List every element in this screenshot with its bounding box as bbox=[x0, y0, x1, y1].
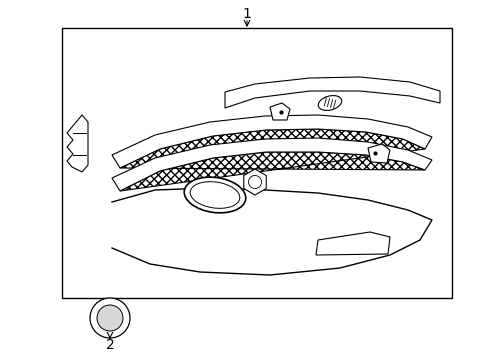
Text: 2: 2 bbox=[105, 338, 114, 352]
Circle shape bbox=[97, 305, 123, 331]
Ellipse shape bbox=[184, 177, 245, 213]
Circle shape bbox=[90, 298, 130, 338]
Bar bbox=[62, 28, 451, 298]
Polygon shape bbox=[224, 77, 439, 108]
Text: 1: 1 bbox=[242, 7, 251, 21]
Polygon shape bbox=[112, 115, 431, 168]
Polygon shape bbox=[67, 115, 88, 172]
Polygon shape bbox=[120, 129, 424, 191]
Circle shape bbox=[248, 175, 261, 189]
Ellipse shape bbox=[190, 182, 239, 208]
Polygon shape bbox=[315, 232, 389, 255]
Polygon shape bbox=[367, 144, 389, 163]
Polygon shape bbox=[112, 138, 431, 191]
Ellipse shape bbox=[318, 95, 341, 111]
Polygon shape bbox=[243, 169, 265, 195]
Polygon shape bbox=[269, 103, 289, 120]
